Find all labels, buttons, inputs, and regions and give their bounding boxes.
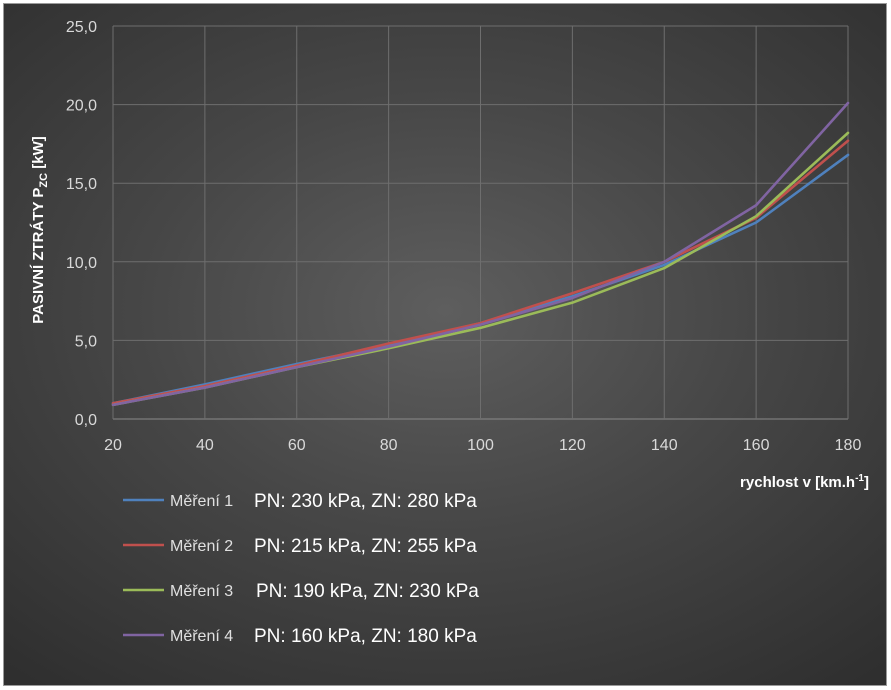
series-line-4 bbox=[111, 101, 850, 407]
y-tick-label: 0,0 bbox=[75, 412, 97, 429]
legend-description-3: PN: 190 kPa, ZN: 230 kPa bbox=[256, 581, 479, 602]
x-axis-label: rychlost v [km.h-1] bbox=[740, 473, 869, 491]
x-tick-label: 60 bbox=[288, 437, 306, 454]
x-tick-label: 140 bbox=[651, 437, 678, 454]
y-tick-label: 25,0 bbox=[66, 19, 97, 36]
x-tick-label: 40 bbox=[196, 437, 214, 454]
legend-description-2: PN: 215 kPa, ZN: 255 kPa bbox=[254, 536, 477, 557]
legend-description-4: PN: 160 kPa, ZN: 180 kPa bbox=[254, 626, 477, 647]
chart-frame bbox=[3, 3, 887, 686]
legend-label-3: Měření 3 bbox=[170, 583, 233, 600]
grid bbox=[112, 25, 849, 420]
y-tick-label: 5,0 bbox=[75, 333, 97, 350]
legend-label-2: Měření 2 bbox=[170, 538, 233, 555]
legend: Měření 1 PN: 230 kPa, ZN: 280 kPa Měření 2… bbox=[123, 491, 479, 647]
x-tick-label: 20 bbox=[104, 437, 122, 454]
y-axis-label: PASIVNÍ ZTRÁTY PZC [kW] bbox=[30, 136, 50, 323]
x-tick-label: 120 bbox=[559, 437, 586, 454]
x-tick-label: 100 bbox=[467, 437, 494, 454]
legend-description-1: PN: 230 kPa, ZN: 280 kPa bbox=[254, 491, 477, 512]
x-axis-ticks: 20 40 60 80 100 120 140 160 180 bbox=[104, 437, 861, 454]
x-tick-label: 80 bbox=[380, 437, 398, 454]
x-tick-label: 160 bbox=[743, 437, 770, 454]
y-tick-label: 10,0 bbox=[66, 255, 97, 272]
y-axis-ticks: 0,0 5,0 10,0 15,0 20,0 25,0 bbox=[66, 19, 97, 429]
y-tick-label: 15,0 bbox=[66, 176, 97, 193]
series-lines bbox=[111, 101, 850, 407]
legend-label-1: Měření 1 bbox=[170, 493, 233, 510]
y-tick-label: 20,0 bbox=[66, 98, 97, 115]
x-tick-label: 180 bbox=[835, 437, 862, 454]
legend-label-4: Měření 4 bbox=[170, 628, 233, 645]
